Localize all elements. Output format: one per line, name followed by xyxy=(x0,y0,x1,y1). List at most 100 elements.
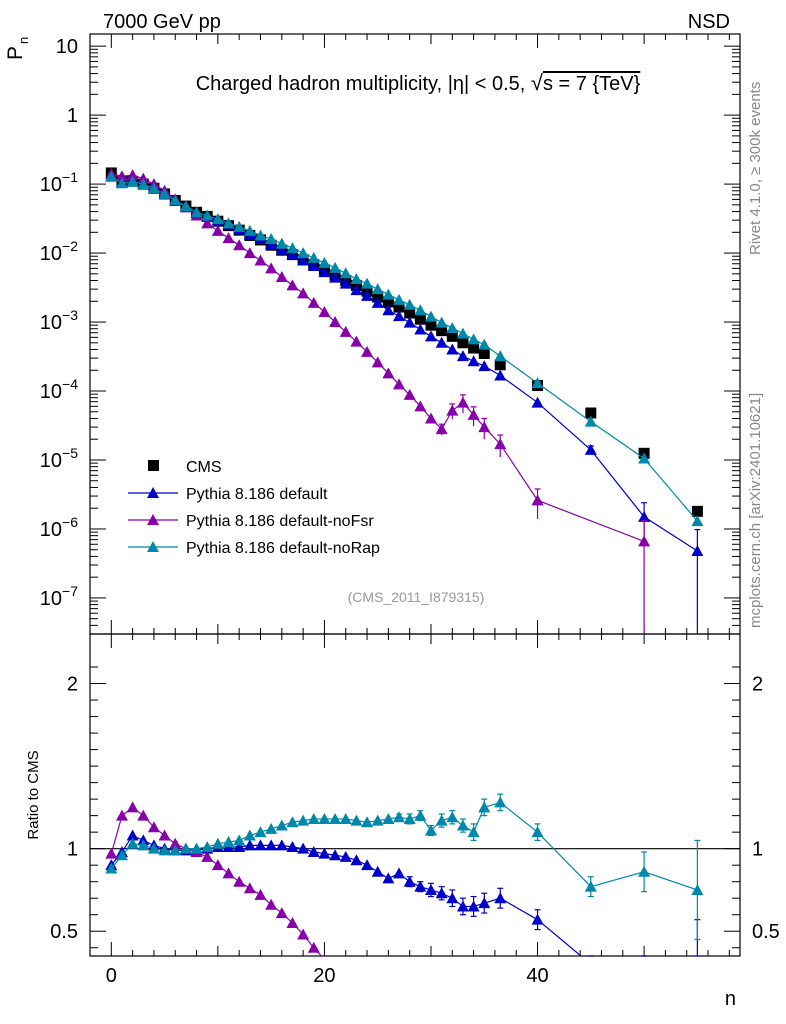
ratio-point-nofsr xyxy=(254,888,267,900)
ratio-point-nofsr xyxy=(211,859,224,871)
y-tick-label: 10−7 xyxy=(40,583,78,610)
ratio-point-norap xyxy=(446,811,459,823)
data-point-default xyxy=(297,254,310,266)
ratio-point-nofsr xyxy=(297,928,310,940)
data-point-cms xyxy=(446,330,458,342)
ratio-point-norap xyxy=(691,883,704,895)
x-tick-label: 0 xyxy=(106,965,117,987)
ratio-point-nofsr xyxy=(115,809,128,821)
main-plot-area: 10−7 10−6 10−5 10−4 10−3 10−2 10−1 1 10 xyxy=(40,34,740,635)
ratio-point-default xyxy=(435,887,448,899)
ratio-point-norap xyxy=(233,834,246,846)
data-point-norap xyxy=(456,327,469,339)
ratio-point-norap xyxy=(403,812,416,824)
ratio-point-nofsr xyxy=(169,837,182,849)
data-point-cms xyxy=(382,296,394,308)
ratio-point-norap xyxy=(318,812,331,824)
y-tick-label: 1 xyxy=(67,105,78,127)
data-point-cms xyxy=(425,319,437,331)
ratio-point-default xyxy=(531,913,544,925)
ratio-point-norap xyxy=(494,796,507,808)
data-point-norap xyxy=(307,251,320,263)
data-point-norap xyxy=(435,316,448,328)
rivet-version-label: Rivet 4.1.0, ≥ 300k events xyxy=(747,82,764,255)
ratio-point-norap xyxy=(339,812,352,824)
ratio-panel-frame xyxy=(89,633,741,957)
ratio-point-nofsr xyxy=(126,801,139,813)
data-point-nofsr xyxy=(126,169,139,181)
ratio-point-norap xyxy=(211,837,224,849)
data-point-cms xyxy=(478,347,490,359)
data-point-nofsr xyxy=(393,378,406,390)
data-point-nofsr xyxy=(286,279,299,291)
header-process: NSD xyxy=(688,11,730,33)
data-point-norap xyxy=(115,177,128,189)
ratio-point-default xyxy=(254,839,267,851)
ratio-point-default xyxy=(339,850,352,862)
data-point-norap xyxy=(329,261,342,273)
ratio-y-tick-label-right: 2 xyxy=(752,674,763,696)
analysis-watermark: (CMS_2011_I879315) xyxy=(348,589,485,605)
data-point-default xyxy=(339,277,352,289)
data-point-cms xyxy=(436,325,448,337)
ratio-point-norap xyxy=(275,819,288,831)
y-tick-label: 10 xyxy=(56,36,78,58)
data-point-cms xyxy=(457,337,469,349)
ratio-point-norap xyxy=(307,812,320,824)
data-point-nofsr xyxy=(371,356,384,368)
ratio-y-tick-label: 1 xyxy=(67,839,78,861)
data-point-norap xyxy=(265,232,278,244)
ratio-point-default xyxy=(318,847,331,859)
ratio-point-norap xyxy=(424,824,437,836)
ratio-point-nofsr xyxy=(147,821,160,833)
data-point-nofsr xyxy=(243,247,256,259)
data-point-default xyxy=(307,259,320,271)
ratio-y-axis-label: Ratio to CMS xyxy=(25,750,42,839)
x-tick-label: 40 xyxy=(526,965,548,987)
data-point-norap xyxy=(243,224,256,236)
ratio-point-norap xyxy=(638,865,651,877)
data-point-default xyxy=(393,310,406,322)
ratio-point-default xyxy=(403,875,416,887)
data-point-norap xyxy=(275,237,288,249)
ratio-point-nofsr xyxy=(233,875,246,887)
data-point-norap xyxy=(403,298,416,310)
data-point-cms xyxy=(404,307,416,319)
ratio-point-norap xyxy=(467,826,480,838)
ratio-point-default xyxy=(371,865,384,877)
data-point-default xyxy=(329,271,342,283)
data-point-norap xyxy=(494,350,507,362)
data-point-norap xyxy=(339,267,352,279)
data-point-nofsr xyxy=(531,494,544,506)
data-point-nofsr xyxy=(318,305,331,317)
ratio-point-default xyxy=(329,849,342,861)
data-point-default xyxy=(584,443,597,455)
x-tick-label: 20 xyxy=(313,965,335,987)
data-point-cms xyxy=(468,342,480,354)
ratio-point-default xyxy=(424,883,437,895)
ratio-point-norap xyxy=(115,849,128,861)
data-point-default xyxy=(424,330,437,342)
data-point-norap xyxy=(254,229,267,241)
data-point-norap xyxy=(222,217,235,229)
ratio-point-default xyxy=(361,859,374,871)
data-point-nofsr xyxy=(307,296,320,308)
ratio-point-default xyxy=(297,842,310,854)
ratio-point-default xyxy=(243,839,256,851)
ratio-point-norap xyxy=(201,841,214,853)
ratio-point-default xyxy=(414,880,427,892)
ratio-point-nofsr xyxy=(158,829,171,841)
data-point-default xyxy=(435,336,448,348)
data-point-cms xyxy=(585,407,597,419)
ratio-point-norap xyxy=(147,842,160,854)
ratio-point-norap xyxy=(361,816,374,828)
ratio-y-tick-label: 0.5 xyxy=(50,921,78,943)
y-tick-label: 10−2 xyxy=(40,238,78,265)
data-point-nofsr xyxy=(403,388,416,400)
data-point-nofsr xyxy=(297,287,310,299)
data-point-norap xyxy=(467,333,480,345)
data-point-norap xyxy=(286,242,299,254)
x-axis-label: n xyxy=(725,988,736,1010)
data-point-nofsr xyxy=(478,421,491,433)
data-point-nofsr xyxy=(467,408,480,420)
